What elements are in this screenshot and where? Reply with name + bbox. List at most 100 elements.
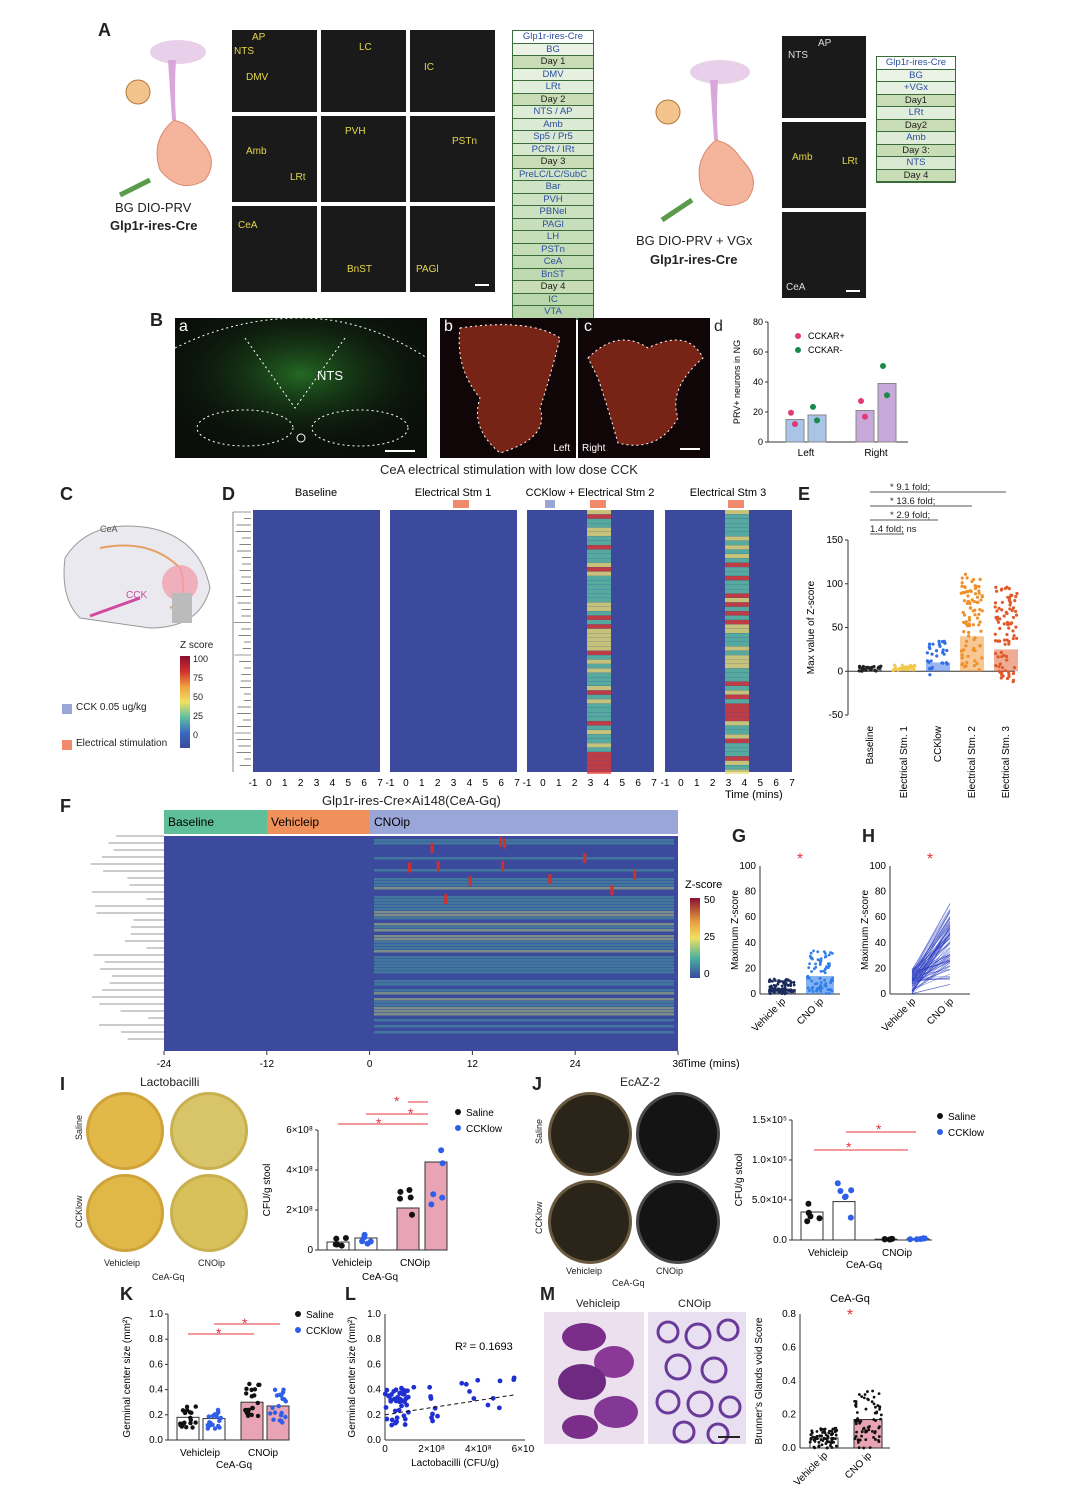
- heatmap-peak: [499, 836, 503, 847]
- data-point: [1002, 614, 1006, 618]
- germinal-center-vs-lactobacilli: 1.0 0.8 0.6 0.4 0.2 0.00 2×10⁸ 4×10⁸ 6×10⁸ Lactob…: [347, 1309, 535, 1469]
- y-tick-label: 0: [880, 989, 886, 1000]
- legend-label: Saline: [466, 1108, 494, 1119]
- x-group-label: CNOip: [882, 1248, 912, 1259]
- micrograph-pvh: PVH: [321, 116, 406, 202]
- data-point: [997, 606, 1001, 610]
- heatmap-response-band: [374, 902, 674, 905]
- data-point: [406, 1187, 413, 1194]
- heatmap-response-band: [374, 959, 674, 962]
- heatmap-response-band: [725, 510, 749, 515]
- heatmap-response-band: [587, 633, 611, 638]
- plate-group-i: CeA-Gq: [152, 1272, 185, 1282]
- data-point: [283, 1399, 289, 1404]
- data-point: [384, 1416, 390, 1422]
- data-point: [823, 983, 827, 987]
- histology-vehicle-image: [544, 1312, 644, 1444]
- significance-star: *: [797, 851, 803, 868]
- data-point: [962, 585, 967, 589]
- data-point: [979, 598, 983, 602]
- mean-bar: [960, 636, 984, 672]
- heatmap-peak: [430, 843, 434, 854]
- data-point: [966, 594, 970, 598]
- data-point: [244, 1386, 249, 1392]
- zscore-colorbar-ticks: 100 75 50 25 0: [193, 654, 209, 740]
- heatmap-response-band: [587, 734, 611, 739]
- data-point: [774, 984, 778, 988]
- data-point: [866, 1397, 870, 1401]
- legend-marker: [295, 1327, 301, 1333]
- heatmap-peak: [501, 861, 505, 872]
- table-row: PVH: [513, 193, 593, 206]
- heatmap-response-band: [587, 571, 611, 576]
- data-point: [977, 585, 981, 589]
- heatmap-response-band: [587, 558, 611, 563]
- data-point: [1013, 599, 1017, 603]
- data-point: [856, 1419, 860, 1423]
- heatmap-response-band: [725, 584, 749, 589]
- data-point: [967, 630, 971, 635]
- heatmap-response-band: [374, 944, 674, 947]
- data-point: [828, 964, 831, 968]
- heatmap-response-band: [725, 765, 749, 770]
- heatmap-response-band: [374, 992, 674, 995]
- heatmap-response-band: [725, 633, 749, 638]
- panel-label-d: D: [222, 484, 235, 504]
- table-row: Sp5 / Pr5: [513, 131, 593, 144]
- legend-marker: [937, 1129, 943, 1135]
- x-tick-label: -1: [249, 778, 258, 789]
- paired-line: [911, 961, 951, 982]
- y-tick-label: 80: [875, 887, 887, 898]
- heatmap-response-band: [725, 664, 749, 669]
- data-point: [828, 962, 831, 966]
- stomach-illustration-left: [118, 40, 212, 198]
- paired-line: [911, 917, 951, 974]
- data-point: [998, 626, 1002, 631]
- y-tick-label: 0.8: [782, 1309, 796, 1320]
- data-point: [780, 984, 784, 988]
- data-point: [857, 664, 862, 668]
- x-tick-label: -1: [386, 778, 395, 789]
- significance-star: *: [216, 1325, 222, 1341]
- data-point: [962, 613, 967, 617]
- data-point: [393, 1387, 399, 1393]
- heatmap-response-band: [587, 549, 611, 554]
- x-tick-label: 7: [377, 778, 383, 789]
- heatmap-response-band: [725, 716, 749, 721]
- data-point: [1000, 587, 1004, 591]
- paired-line: [911, 957, 951, 980]
- heatmap-response-band: [374, 899, 674, 902]
- data-point: [819, 981, 823, 984]
- data-point: [1014, 609, 1018, 614]
- data-point: [212, 1426, 218, 1431]
- data-point: [820, 986, 824, 990]
- micrograph-pstn: PSTn: [410, 116, 495, 202]
- panel-label-h: H: [862, 826, 875, 846]
- heatmap-peak: [633, 869, 637, 880]
- left-caption-1: BG DIO-PRV: [115, 200, 192, 215]
- data-point: [819, 970, 823, 973]
- data-point: [868, 1446, 872, 1450]
- data-point: [825, 1437, 829, 1441]
- mean-bar: [994, 649, 1018, 672]
- heatmap-response-band: [587, 615, 611, 620]
- y-axis-label: CFU/g stool: [734, 1154, 745, 1207]
- data-point: [847, 1214, 854, 1221]
- data-point: [1000, 600, 1005, 605]
- data-point: [975, 595, 980, 599]
- table-row: Glp1r-ires-Cre: [877, 57, 955, 70]
- heatmap-response-band: [725, 721, 749, 726]
- data-point: [834, 1433, 838, 1437]
- data-point: [878, 666, 882, 670]
- stim-marker: [590, 500, 606, 508]
- heatmap-response-band: [374, 971, 674, 974]
- panel-label-a: A: [98, 20, 111, 40]
- plate-row-saline-i: Saline: [74, 1114, 84, 1140]
- data-point: [1011, 636, 1015, 641]
- heatmap-response-band: [587, 545, 611, 550]
- data-point: [934, 649, 939, 653]
- heatmap-block-title: CCKlow + Electrical Stm 2: [526, 487, 655, 499]
- data-point: [831, 976, 835, 980]
- paired-line: [911, 943, 951, 972]
